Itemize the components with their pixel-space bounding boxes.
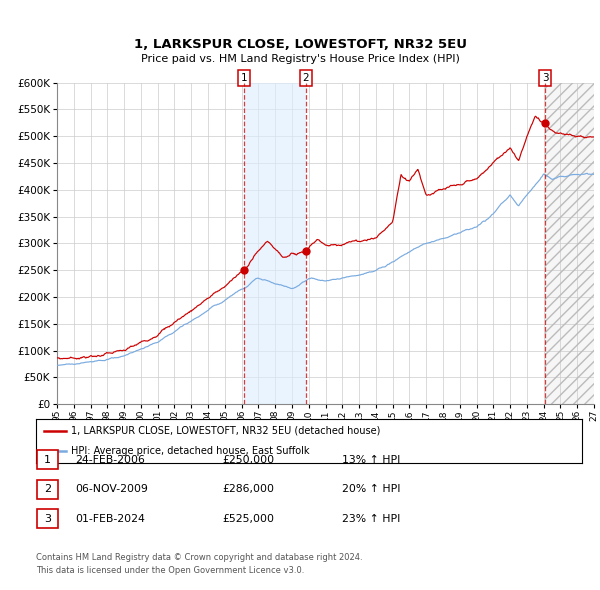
Bar (545, 83, 594, 404)
Text: 13% ↑ HPI: 13% ↑ HPI (342, 455, 400, 464)
Text: 3: 3 (542, 73, 548, 83)
Text: 3: 3 (44, 514, 51, 523)
Bar (37, 480, 58, 499)
Bar (37, 450, 58, 469)
Text: 1, LARKSPUR CLOSE, LOWESTOFT, NR32 5EU (detached house): 1, LARKSPUR CLOSE, LOWESTOFT, NR32 5EU (… (71, 426, 381, 436)
Text: 1: 1 (44, 455, 51, 464)
Text: 24-FEB-2006: 24-FEB-2006 (75, 455, 145, 464)
Text: 06-NOV-2009: 06-NOV-2009 (75, 484, 148, 494)
Text: 2: 2 (303, 73, 310, 83)
Text: HPI: Average price, detached house, East Suffolk: HPI: Average price, detached house, East… (71, 446, 310, 456)
Bar (244, 83, 306, 404)
Text: 1, LARKSPUR CLOSE, LOWESTOFT, NR32 5EU: 1, LARKSPUR CLOSE, LOWESTOFT, NR32 5EU (133, 38, 467, 51)
Text: 01-FEB-2024: 01-FEB-2024 (75, 514, 145, 523)
Text: £525,000: £525,000 (222, 514, 274, 523)
Text: £286,000: £286,000 (222, 484, 274, 494)
Text: This data is licensed under the Open Government Licence v3.0.: This data is licensed under the Open Gov… (36, 566, 304, 575)
Text: 23% ↑ HPI: 23% ↑ HPI (342, 514, 400, 523)
Text: 20% ↑ HPI: 20% ↑ HPI (342, 484, 401, 494)
Bar (545, 83, 594, 404)
Text: 2: 2 (44, 484, 51, 494)
Bar (37, 509, 58, 528)
Text: Price paid vs. HM Land Registry's House Price Index (HPI): Price paid vs. HM Land Registry's House … (140, 54, 460, 64)
Text: 1: 1 (241, 73, 247, 83)
Text: Contains HM Land Registry data © Crown copyright and database right 2024.: Contains HM Land Registry data © Crown c… (36, 553, 362, 562)
Text: £250,000: £250,000 (222, 455, 274, 464)
